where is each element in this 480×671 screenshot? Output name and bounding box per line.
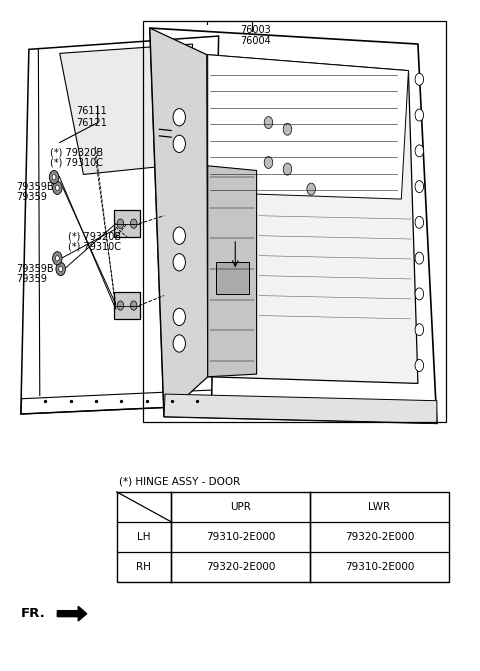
Text: (*) 79320B: (*) 79320B	[68, 231, 121, 241]
Text: FR.: FR.	[21, 607, 46, 620]
Circle shape	[415, 360, 424, 372]
Circle shape	[415, 180, 424, 193]
Circle shape	[415, 323, 424, 336]
Text: 79310-2E000: 79310-2E000	[206, 532, 276, 541]
Circle shape	[415, 252, 424, 264]
Circle shape	[173, 335, 185, 352]
Text: (*) 79310C: (*) 79310C	[50, 157, 103, 167]
Circle shape	[173, 254, 185, 271]
Circle shape	[415, 73, 424, 85]
Circle shape	[415, 216, 424, 228]
Text: 79320-2E000: 79320-2E000	[345, 532, 414, 541]
Text: 79320-2E000: 79320-2E000	[206, 562, 276, 572]
Circle shape	[56, 185, 59, 191]
Polygon shape	[164, 394, 437, 423]
FancyArrow shape	[57, 607, 87, 621]
Circle shape	[49, 170, 59, 184]
Circle shape	[52, 174, 56, 180]
Polygon shape	[60, 44, 192, 174]
Polygon shape	[208, 54, 408, 199]
Circle shape	[59, 266, 62, 272]
Text: 79359: 79359	[16, 274, 47, 285]
Circle shape	[117, 219, 124, 228]
Circle shape	[283, 163, 292, 175]
Circle shape	[56, 256, 59, 261]
Bar	[114, 293, 140, 319]
Circle shape	[56, 262, 65, 276]
Circle shape	[307, 183, 315, 195]
Circle shape	[283, 123, 292, 135]
Circle shape	[415, 109, 424, 121]
Text: 79359: 79359	[16, 193, 47, 203]
Circle shape	[264, 117, 273, 129]
Polygon shape	[150, 28, 208, 417]
Text: UPR: UPR	[230, 502, 251, 512]
Text: RH: RH	[136, 562, 151, 572]
Text: 79359B: 79359B	[16, 182, 54, 192]
Polygon shape	[207, 54, 418, 383]
Circle shape	[173, 227, 185, 244]
Text: 79359B: 79359B	[16, 264, 54, 274]
Text: (*) HINGE ASSY - DOOR: (*) HINGE ASSY - DOOR	[119, 476, 240, 486]
Circle shape	[415, 145, 424, 157]
Circle shape	[117, 301, 124, 310]
Circle shape	[264, 156, 273, 168]
Circle shape	[173, 308, 185, 325]
Circle shape	[53, 252, 62, 265]
Polygon shape	[208, 166, 257, 376]
Text: (*) 79320B: (*) 79320B	[50, 147, 103, 157]
Text: LH: LH	[137, 532, 151, 541]
Circle shape	[415, 288, 424, 300]
Text: 76003
76004: 76003 76004	[240, 25, 271, 46]
Circle shape	[131, 219, 137, 228]
Text: 79310-2E000: 79310-2E000	[345, 562, 414, 572]
Bar	[117, 492, 449, 582]
Circle shape	[53, 181, 62, 195]
Circle shape	[173, 135, 185, 152]
Circle shape	[131, 301, 137, 310]
Circle shape	[173, 109, 185, 126]
Text: LWR: LWR	[369, 502, 391, 512]
Bar	[114, 211, 140, 237]
Text: (*) 79310C: (*) 79310C	[68, 241, 121, 251]
Text: 76111
76121: 76111 76121	[76, 106, 107, 127]
Bar	[216, 262, 249, 295]
